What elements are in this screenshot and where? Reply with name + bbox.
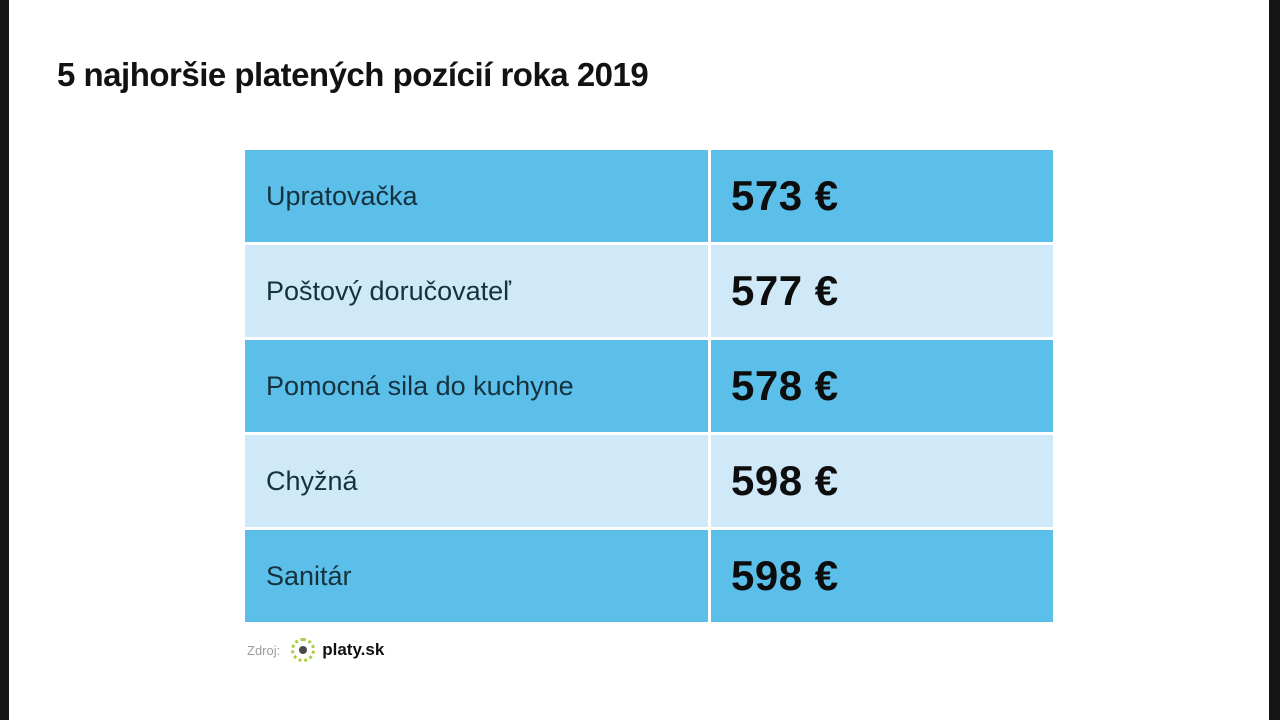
- right-edge-bar: [1269, 0, 1280, 720]
- position-label: Sanitár: [266, 560, 352, 591]
- left-edge-bar: [0, 0, 9, 720]
- table-row: Upratovačka 573 €: [245, 150, 1053, 242]
- salary-table: Upratovačka 573 € Poštový doručovateľ 57…: [245, 150, 1053, 625]
- source-footer: Zdroj: platy.sk: [247, 638, 384, 662]
- salary-value: 577 €: [708, 245, 1053, 337]
- table-row: Sanitár 598 €: [245, 530, 1053, 622]
- position-label: Chyžná: [266, 465, 358, 496]
- logo-center-dot: [299, 646, 308, 654]
- table-row: Chyžná 598 €: [245, 435, 1053, 527]
- table-row: Pomocná sila do kuchyne 578 €: [245, 340, 1053, 432]
- salary-value: 578 €: [708, 340, 1053, 432]
- platy-sk-logo-icon: [291, 638, 316, 662]
- table-row: Poštový doručovateľ 577 €: [245, 245, 1053, 337]
- salary-value: 573 €: [708, 150, 1053, 242]
- position-label: Pomocná sila do kuchyne: [266, 370, 574, 401]
- page-title: 5 najhoršie platených pozícií roka 2019: [57, 56, 649, 93]
- salary-value: 598 €: [708, 530, 1053, 622]
- source-name: platy.sk: [322, 640, 385, 659]
- position-label: Upratovačka: [266, 180, 418, 211]
- source-label: Zdroj:: [247, 642, 281, 658]
- position-label: Poštový doručovateľ: [266, 275, 512, 306]
- salary-value: 598 €: [708, 435, 1053, 527]
